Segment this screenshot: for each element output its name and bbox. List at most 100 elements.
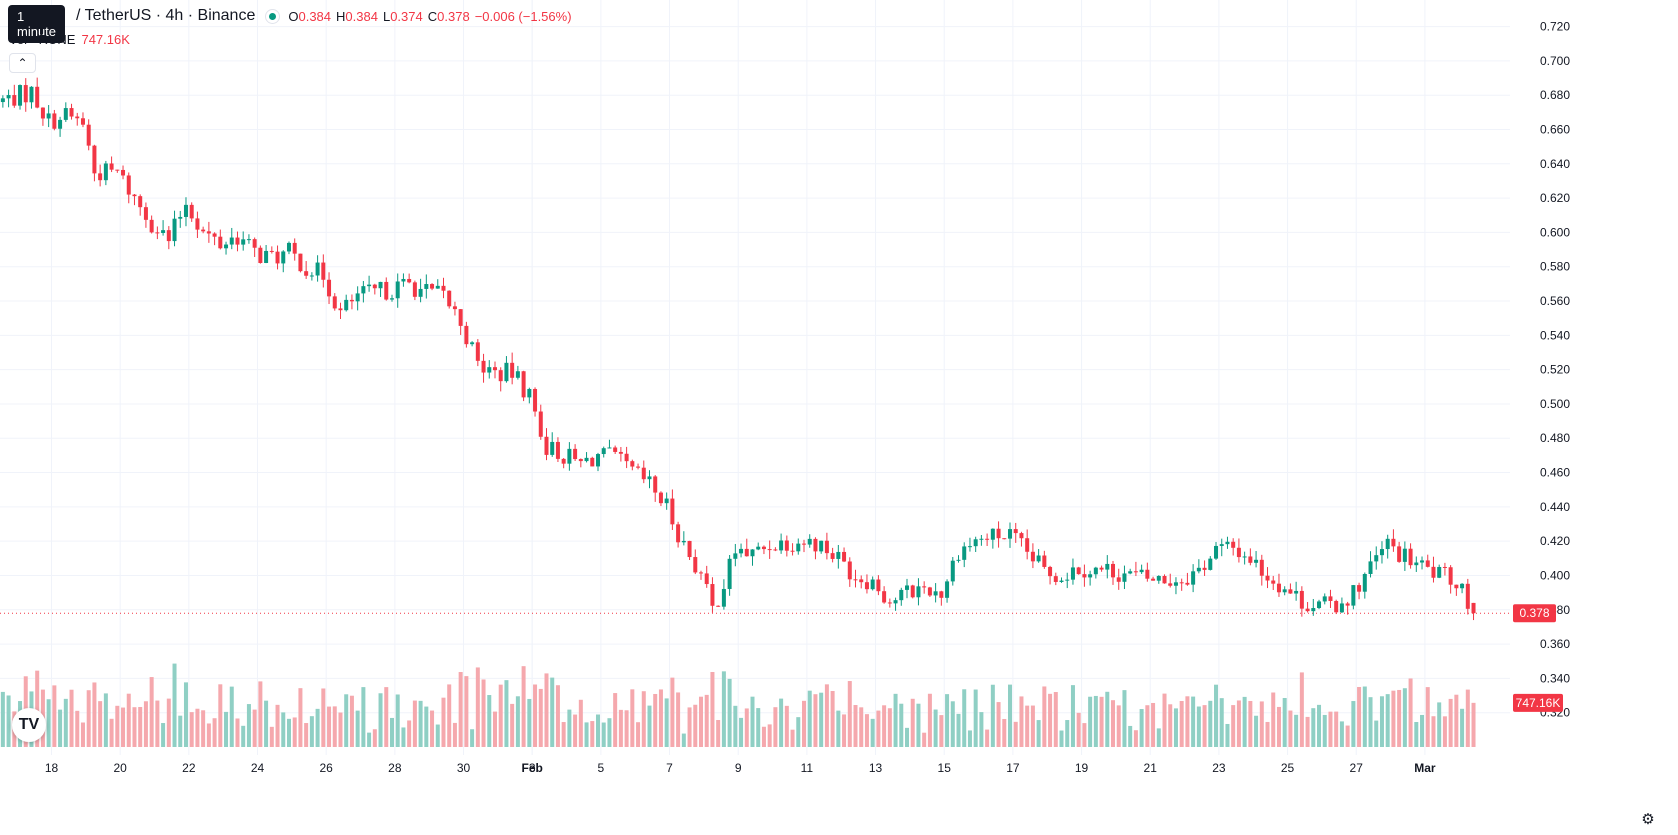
candle-body [430,284,435,289]
chart-grid [0,0,1510,755]
volume-bar [1030,705,1035,747]
volume-bar [1002,718,1007,747]
volume-bar [1168,704,1173,747]
volume-bar [1036,720,1041,747]
volume-bar [647,705,652,747]
volume-bar [298,688,303,747]
volume-legend[interactable]: Vol · RUNE 747.16K [9,32,130,47]
candle-body [761,546,766,550]
candle-body [1420,560,1425,563]
candle-body [779,540,784,551]
candle-body [842,551,847,562]
candle-body [218,236,223,249]
volume-bar [1282,697,1287,747]
candle-body [1288,589,1293,594]
time-tick-label: 18 [45,761,59,775]
candle-body [372,284,377,289]
candle-body [1162,575,1167,584]
volume-bar [1288,710,1293,747]
volume-bar [441,697,446,747]
symbol-row[interactable]: / TetherUS · 4h · Binance O0.384 H0.384 … [76,6,572,26]
candle-body [893,600,898,604]
volume-bar [1008,684,1013,747]
candle-body [1242,556,1247,558]
candle-body [1351,585,1356,606]
volume-bar [75,710,80,747]
volume-bar [143,701,148,747]
collapse-legend-button[interactable]: ⌃ [9,53,36,73]
ohlc-open: O0.384 [288,9,331,24]
time-tick-label: 30 [457,761,471,775]
volume-bar [435,724,440,747]
volume-bar [1196,706,1201,747]
candle-body [590,457,595,467]
candle-body [864,582,869,590]
tradingview-logo-icon[interactable]: TV [12,708,46,742]
volume-bar [395,694,400,747]
candle-body [933,591,938,596]
volume-bar [1048,693,1053,747]
interval-tooltip: 1 minute [8,5,66,43]
candle-body [1339,603,1344,613]
volume-bar [407,720,412,747]
candle-body [899,589,904,601]
volume-bar [149,677,154,747]
candle-body [235,237,240,245]
volume-bar [1116,705,1121,747]
candle-body [109,163,114,170]
candle-body [138,196,143,208]
candle-body [876,579,881,592]
candle-body [573,448,578,460]
candle-body [349,299,354,302]
candle-body [538,411,543,437]
candle-body [75,116,80,119]
volume-bar [1442,716,1447,747]
candle-body [1282,589,1287,593]
volume-bar [481,679,486,747]
candle-body [796,543,801,552]
last-volume-tag-label: 747.16K [1516,696,1561,710]
volume-bar [452,722,457,747]
volume-bar [933,709,938,747]
candle-body [412,282,417,297]
volume-bar [384,687,389,747]
candle-body [1013,529,1018,534]
candle-body [18,85,23,106]
candle-body [224,244,229,249]
volume-bar [990,684,995,747]
price-tick-label: 0.480 [1540,431,1570,445]
volume-bar [1379,696,1384,747]
candle-body [1208,558,1213,570]
volume-bar [590,721,595,747]
volume-bar [527,698,532,747]
candle-body [1196,567,1201,572]
candle-body [853,579,858,581]
volume-bar [235,718,240,747]
candle-body [733,553,738,559]
candle-body [1179,582,1184,584]
candle-body [126,175,131,195]
volume-bar [115,705,120,747]
candle-body [601,448,606,455]
volume-bar [103,693,108,747]
candle-body [23,85,28,103]
volume-bar [138,706,143,747]
candle-body [63,108,68,120]
gear-icon[interactable]: ⚙ [1641,811,1655,828]
candle-body [922,586,927,588]
volume-bar [1151,702,1156,747]
candle-body [1059,580,1064,582]
market-status-icon[interactable] [265,8,281,24]
candle-body [327,279,332,297]
candle-body [418,288,423,297]
candle-body [389,298,394,300]
volume-bar [241,725,246,747]
volume-bar [630,689,635,747]
volume-bar [578,699,583,747]
volume-bar [367,732,372,747]
volume-bar [1214,684,1219,747]
volume-bar [876,710,881,747]
symbol-title[interactable]: / TetherUS · 4h · Binance [76,7,256,24]
candle-body [1437,566,1442,578]
